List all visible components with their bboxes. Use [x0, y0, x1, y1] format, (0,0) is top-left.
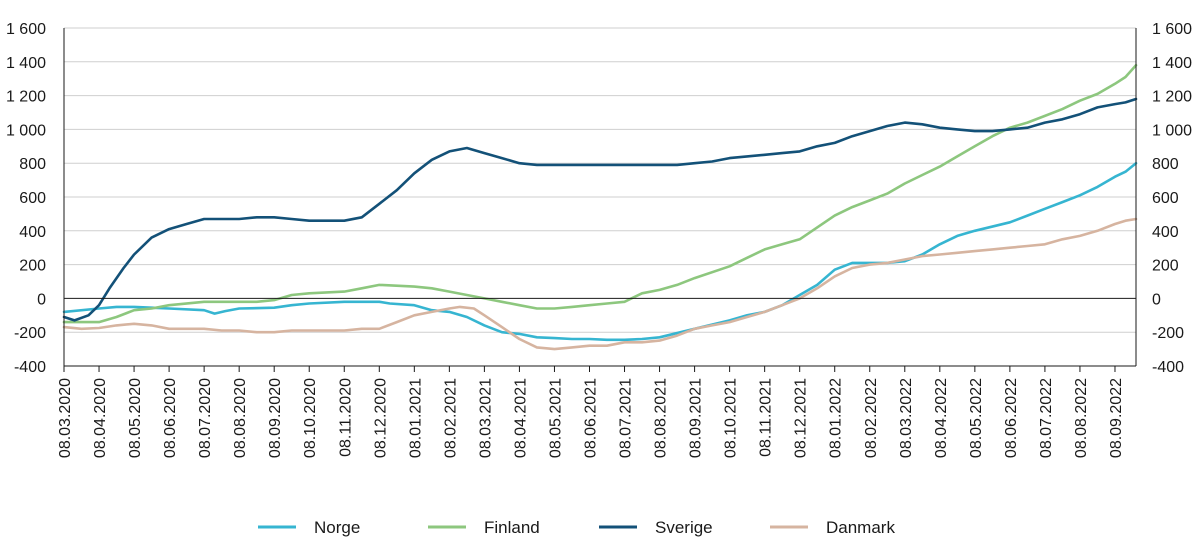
y-tick-label-left: 200	[19, 258, 46, 275]
x-tick-label: 08.01.2021	[407, 378, 424, 458]
y-tick-label-left: 800	[19, 156, 46, 173]
axes	[63, 28, 1137, 372]
y-tick-label-right: 1 600	[1152, 21, 1192, 38]
y-axis-right-labels: -400 -200 0 200 400 600 800 1 000 1 200 1 400 1 60…	[1152, 21, 1192, 376]
y-tick-label-left: -200	[14, 325, 46, 342]
series-line-danmark	[62, 217, 1138, 351]
x-tick-label: 08.11.2020	[337, 378, 354, 457]
x-tick-label: 08.08.2022	[1073, 378, 1090, 458]
y-tick-label-left: 1 200	[6, 89, 46, 106]
legend: Norge Finland Sverige Danmark	[258, 518, 895, 537]
legend-label-danmark: Danmark	[826, 518, 895, 537]
y-tick-label-left: -400	[14, 359, 46, 376]
x-tick-label: 08.12.2020	[372, 378, 389, 458]
x-tick-label: 08.06.2022	[1003, 378, 1020, 458]
y-tick-label-right: 600	[1152, 190, 1179, 207]
y-tick-label-right: 200	[1152, 258, 1179, 275]
y-tick-label-right: 0	[1152, 291, 1161, 308]
y-tick-label-right: 400	[1152, 224, 1179, 241]
y-axis-left-labels: -400 -200 0 200 400 600 800 1 000 1 200 1 400 1 60…	[6, 21, 46, 376]
y-tick-label-left: 400	[19, 224, 46, 241]
y-tick-label-left: 1 000	[6, 122, 46, 139]
x-tick-label: 08.07.2021	[618, 378, 635, 458]
x-tick-label: 08.02.2022	[863, 378, 880, 458]
y-tick-label-left: 1 600	[6, 21, 46, 38]
x-tick-label: 08.04.2020	[92, 378, 109, 458]
series-line-norge	[62, 161, 1138, 342]
x-tick-label: 08.10.2021	[723, 378, 740, 458]
x-tick-label: 08.04.2022	[933, 378, 950, 458]
y-tick-label-right: 1 000	[1152, 122, 1192, 139]
x-tick-label: 08.09.2022	[1108, 378, 1125, 458]
x-tick-label: 08.08.2021	[653, 378, 670, 458]
x-tick-label: 08.09.2021	[688, 378, 705, 458]
x-tick-label: 08.05.2021	[547, 378, 564, 458]
y-tick-label-left: 1 400	[6, 55, 46, 72]
x-tick-label: 08.04.2021	[512, 378, 529, 458]
y-tick-label-right: 1 400	[1152, 55, 1192, 72]
x-tick-label: 08.05.2020	[127, 378, 144, 458]
series-line-finland	[62, 63, 1138, 324]
x-tick-label: 08.12.2021	[793, 378, 810, 458]
x-tick-label: 08.07.2022	[1038, 378, 1055, 458]
x-tick-label: 08.08.2020	[232, 378, 249, 458]
x-tick-label: 08.07.2020	[197, 378, 214, 458]
x-tick-label: 08.06.2021	[582, 378, 599, 458]
legend-label-norge: Norge	[314, 518, 360, 537]
x-tick-label: 08.11.2021	[758, 378, 775, 457]
x-tick-label: 08.03.2021	[477, 378, 494, 458]
y-tick-label-right: -400	[1152, 359, 1184, 376]
y-tick-label-right: 800	[1152, 156, 1179, 173]
x-tick-label: 08.06.2020	[162, 378, 179, 458]
x-tick-label: 08.10.2020	[302, 378, 319, 458]
series-line-sverige	[62, 97, 1138, 322]
x-tick-label: 08.05.2022	[968, 378, 985, 458]
x-tick-label: 08.03.2020	[57, 378, 74, 458]
legend-label-sverige: Sverige	[655, 518, 713, 537]
series-lines	[62, 63, 1138, 351]
y-tick-label-right: -200	[1152, 325, 1184, 342]
x-tick-label: 08.09.2020	[267, 378, 284, 458]
legend-label-finland: Finland	[484, 518, 540, 537]
y-tick-label-left: 0	[37, 291, 46, 308]
x-axis-labels: 08.03.2020 08.04.2020 08.05.2020 08.06.2020…	[57, 378, 1125, 458]
x-tick-label: 08.03.2022	[898, 378, 915, 458]
x-tick-label: 08.01.2022	[828, 378, 845, 458]
x-tick-label: 08.02.2021	[442, 378, 459, 458]
y-tick-label-left: 600	[19, 190, 46, 207]
gridlines	[64, 27, 1136, 367]
y-tick-label-right: 1 200	[1152, 89, 1192, 106]
